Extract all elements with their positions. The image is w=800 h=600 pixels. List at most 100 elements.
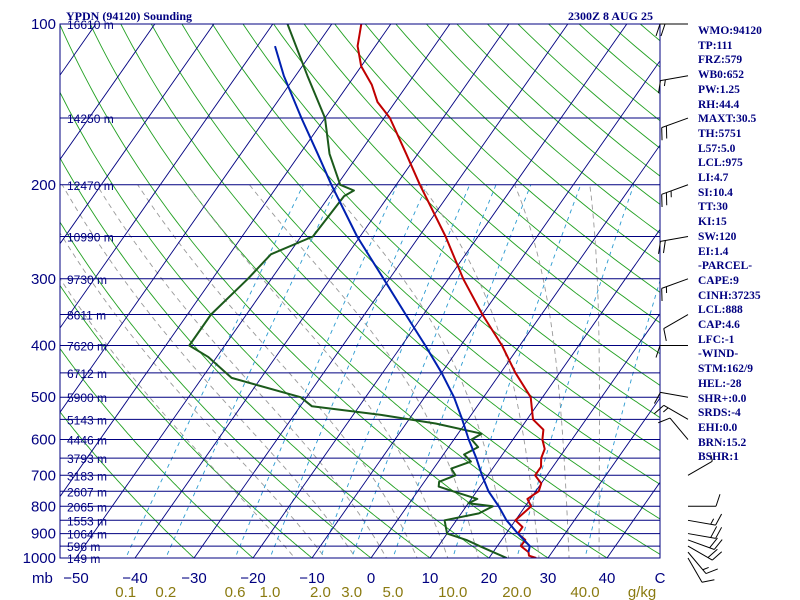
wind-barb bbox=[658, 236, 689, 254]
dry-adiabat bbox=[120, 24, 660, 555]
height-label: 1553 m bbox=[67, 514, 107, 528]
dry-adiabat bbox=[150, 24, 660, 520]
dry-adiabat bbox=[60, 157, 431, 558]
plot-frame bbox=[59, 23, 661, 559]
stat-item: RH:44.4 bbox=[698, 98, 740, 111]
wind-barb-flag bbox=[711, 551, 723, 561]
wind-barb-flag bbox=[658, 241, 661, 254]
wind-barb-staff bbox=[669, 417, 689, 440]
height-label: 596 m bbox=[67, 540, 100, 554]
dry-adiabat bbox=[303, 24, 660, 355]
temperature-tick-label: 20 bbox=[481, 570, 498, 587]
pressure-unit-label: mb bbox=[32, 570, 53, 587]
dry-adiabat bbox=[89, 24, 608, 558]
wind-barb-staff bbox=[660, 75, 689, 82]
moist-adiabat bbox=[96, 184, 387, 558]
stat-item: HEL:-28 bbox=[698, 377, 742, 390]
wind-barb bbox=[661, 184, 689, 207]
stat-item: BRN:15.2 bbox=[698, 436, 747, 449]
pressure-label: 700 bbox=[31, 467, 56, 484]
height-label: 9730 m bbox=[67, 273, 107, 287]
wind-barb-staff bbox=[661, 117, 689, 129]
temperature-tick-label: −40 bbox=[122, 570, 147, 587]
mixing-ratio-tick-label: 1.0 bbox=[260, 584, 281, 600]
wind-barb bbox=[653, 404, 689, 420]
mixing-ratio-line bbox=[269, 184, 428, 558]
stat-item: LCL:975 bbox=[698, 157, 743, 170]
dry-adiabat bbox=[60, 221, 372, 558]
height-label: 8611 m bbox=[67, 309, 106, 323]
dewpoint-line bbox=[188, 24, 508, 558]
mixing-ratio-line bbox=[351, 184, 497, 558]
moist-adiabat bbox=[60, 277, 296, 558]
wind-barb-flag bbox=[653, 392, 661, 404]
mixing-ratio-tick-label: 0.2 bbox=[155, 584, 176, 600]
isotherm bbox=[75, 24, 451, 558]
dry-adiabat bbox=[60, 284, 313, 558]
temperature-tick-label: −10 bbox=[299, 570, 324, 587]
wind-barb-staff bbox=[687, 545, 713, 561]
stat-item: WB0:652 bbox=[698, 69, 744, 82]
wind-barb-staff bbox=[687, 460, 713, 476]
temperature-tick-label: 30 bbox=[540, 570, 557, 587]
wind-barb-flag bbox=[710, 526, 718, 538]
height-label: 5900 m bbox=[67, 391, 107, 405]
wind-barb-flag bbox=[663, 328, 667, 342]
wind-barb bbox=[687, 551, 718, 575]
dry-adiabat bbox=[181, 24, 660, 485]
wind-barb-staff bbox=[663, 404, 689, 420]
pressure-label: 100 bbox=[31, 16, 56, 33]
wind-barb-flag bbox=[707, 548, 718, 558]
height-label: 7620 m bbox=[67, 340, 107, 354]
height-label: 6712 m bbox=[67, 367, 107, 381]
wind-barb-half-flag bbox=[663, 407, 669, 413]
height-label: 5143 m bbox=[67, 413, 107, 427]
stat-item: TP:111 bbox=[698, 39, 733, 52]
wind-barb bbox=[688, 494, 721, 507]
mixing-ratio-unit-label: g/kg bbox=[628, 584, 656, 600]
pressure-label: 800 bbox=[31, 498, 56, 515]
height-label: 2065 m bbox=[67, 500, 107, 514]
dry-adiabat bbox=[273, 24, 660, 386]
wind-barb bbox=[655, 345, 688, 358]
mixing-ratio-tick-label: 0.6 bbox=[225, 584, 246, 600]
stat-item: CINH:37235 bbox=[698, 289, 761, 302]
isotherm bbox=[60, 24, 215, 245]
isotherm bbox=[60, 24, 392, 498]
stat-item: LI:4.7 bbox=[698, 172, 729, 185]
height-label: 10990 m bbox=[67, 230, 114, 244]
stat-item: SRDS:-4 bbox=[698, 407, 741, 420]
stat-item: CAP:4.6 bbox=[698, 319, 740, 332]
wind-barb bbox=[687, 526, 723, 539]
moist-adiabat bbox=[514, 184, 570, 558]
isotherm bbox=[547, 397, 660, 558]
stat-item: MAXT:30.5 bbox=[698, 113, 757, 126]
wind-barb bbox=[658, 417, 689, 440]
wind-barb-flag bbox=[715, 513, 723, 526]
mixing-ratio-tick-label: 40.0 bbox=[570, 584, 599, 600]
height-label: 3793 m bbox=[67, 452, 107, 466]
temperature-line bbox=[356, 24, 546, 558]
wind-barb bbox=[687, 513, 723, 526]
pressure-label: 600 bbox=[31, 432, 56, 449]
stat-item: LFC:-1 bbox=[698, 333, 735, 346]
stat-item: L57:5.0 bbox=[698, 142, 736, 155]
height-label: 16610 m bbox=[67, 18, 114, 32]
wind-barb-staff bbox=[661, 184, 689, 195]
stat-item: PW:1.25 bbox=[698, 83, 740, 96]
wind-barb-staff bbox=[660, 236, 689, 242]
wind-barb-flag bbox=[655, 345, 661, 358]
wind-barb-half-flag bbox=[710, 518, 715, 525]
parcel-line bbox=[274, 45, 531, 553]
mixing-ratio-line bbox=[584, 279, 660, 558]
wind-barb bbox=[687, 557, 715, 583]
stat-item: FRZ:579 bbox=[698, 54, 743, 67]
moist-adiabat bbox=[61, 184, 357, 558]
dry-adiabat bbox=[60, 91, 490, 558]
height-label: 12470 m bbox=[67, 179, 114, 193]
mixing-ratio-line bbox=[234, 184, 398, 558]
wind-barb bbox=[658, 75, 689, 94]
mixing-ratio-tick-label: 2.0 bbox=[310, 584, 331, 600]
pressure-label: 1000 bbox=[23, 550, 56, 567]
